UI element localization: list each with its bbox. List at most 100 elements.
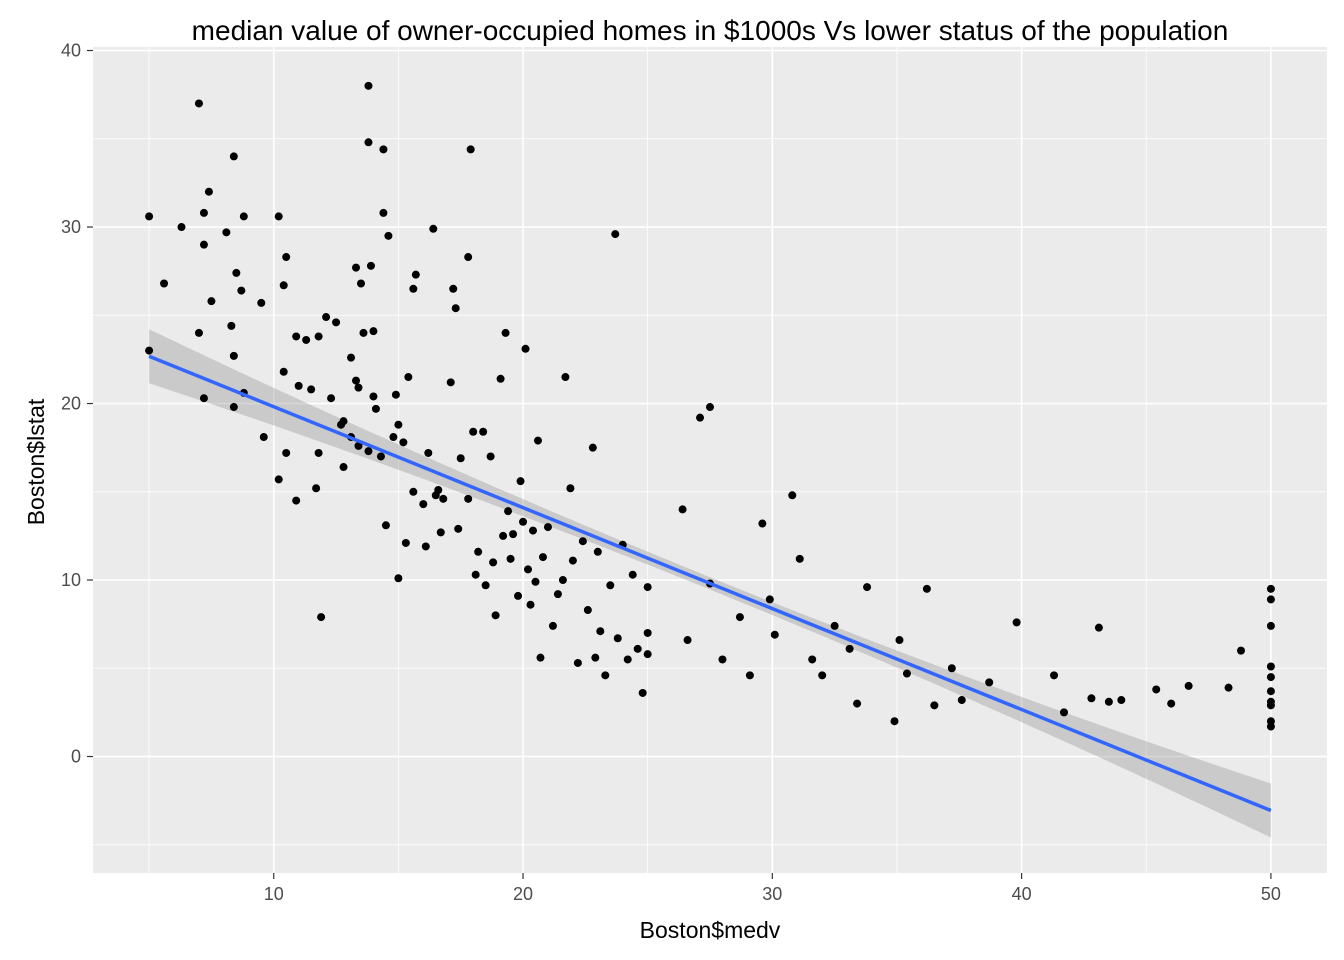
data-point	[366, 261, 375, 270]
data-point	[446, 378, 455, 387]
data-point	[1266, 584, 1275, 593]
data-point	[160, 279, 169, 288]
data-point	[696, 413, 705, 422]
data-point	[593, 547, 602, 556]
data-point	[573, 658, 582, 667]
data-point	[479, 427, 488, 436]
x-tick-label: 10	[264, 884, 284, 904]
data-point	[369, 392, 378, 401]
data-point	[434, 486, 443, 495]
data-point	[499, 531, 508, 540]
data-point	[339, 463, 348, 472]
data-point	[274, 212, 283, 221]
data-point	[491, 611, 500, 620]
data-point	[259, 433, 268, 442]
data-point	[1266, 673, 1275, 682]
data-point	[222, 228, 231, 237]
data-point	[718, 655, 727, 664]
data-point	[1050, 671, 1059, 680]
data-point	[352, 263, 361, 272]
data-point	[1266, 662, 1275, 671]
data-point	[1167, 699, 1176, 708]
data-point	[583, 606, 592, 615]
y-tick-label: 0	[71, 747, 81, 767]
data-point	[1224, 683, 1233, 692]
data-point	[194, 99, 203, 108]
data-point	[863, 583, 872, 592]
data-point	[922, 584, 931, 593]
data-point	[454, 524, 463, 533]
data-point	[578, 537, 587, 546]
data-point	[1236, 646, 1245, 655]
data-point	[364, 447, 373, 456]
data-point	[588, 443, 597, 452]
data-point	[466, 145, 475, 154]
data-point	[521, 344, 530, 353]
data-point	[232, 268, 241, 277]
data-point	[292, 332, 301, 341]
data-point	[957, 696, 966, 705]
axes: 10 20 30 40 50 0 10 20 30 40	[61, 41, 1281, 904]
data-point	[339, 417, 348, 426]
data-point	[845, 644, 854, 653]
data-point	[536, 653, 545, 662]
data-point	[317, 613, 326, 622]
data-point	[558, 576, 567, 585]
data-point	[302, 335, 311, 344]
data-point	[1266, 687, 1275, 696]
data-point	[611, 230, 620, 239]
data-point	[359, 328, 368, 337]
data-point	[531, 577, 540, 586]
data-point	[745, 671, 754, 680]
data-point	[509, 530, 518, 539]
y-tick-label: 40	[61, 41, 81, 61]
data-point	[347, 353, 356, 362]
data-point	[1117, 696, 1126, 705]
data-point	[818, 671, 827, 680]
data-point	[596, 627, 605, 636]
data-point	[566, 484, 575, 493]
data-point	[538, 553, 547, 562]
data-point	[279, 281, 288, 290]
data-point	[352, 376, 361, 385]
data-point	[1184, 681, 1193, 690]
data-point	[643, 583, 652, 592]
data-point	[890, 717, 899, 726]
data-point	[394, 574, 403, 583]
data-point	[257, 298, 266, 307]
data-point	[227, 321, 236, 330]
data-point	[371, 404, 380, 413]
data-point	[145, 212, 154, 221]
data-point	[332, 318, 341, 327]
data-point	[411, 270, 420, 279]
data-point	[381, 521, 390, 530]
data-point	[643, 628, 652, 637]
points-layer	[145, 81, 1275, 731]
x-tick-label: 50	[1261, 884, 1281, 904]
data-point	[895, 636, 904, 645]
data-point	[239, 212, 248, 221]
data-point	[601, 671, 610, 680]
data-point	[1152, 685, 1161, 694]
data-point	[199, 208, 208, 217]
data-point	[486, 452, 495, 461]
data-point	[401, 538, 410, 547]
data-point	[229, 403, 238, 412]
data-point	[389, 433, 398, 442]
data-point	[279, 367, 288, 376]
data-point	[474, 547, 483, 556]
data-point	[613, 634, 622, 643]
data-point	[145, 346, 154, 355]
x-tick-label: 40	[1012, 884, 1032, 904]
x-tick-label: 20	[513, 884, 533, 904]
data-point	[354, 441, 363, 450]
data-point	[643, 650, 652, 659]
data-point	[199, 394, 208, 403]
data-point	[758, 519, 767, 528]
chart-title: median value of owner-occupied homes in …	[192, 15, 1229, 46]
data-point	[1266, 722, 1275, 731]
data-point	[449, 284, 458, 293]
data-point	[421, 542, 430, 551]
data-point	[439, 494, 448, 503]
